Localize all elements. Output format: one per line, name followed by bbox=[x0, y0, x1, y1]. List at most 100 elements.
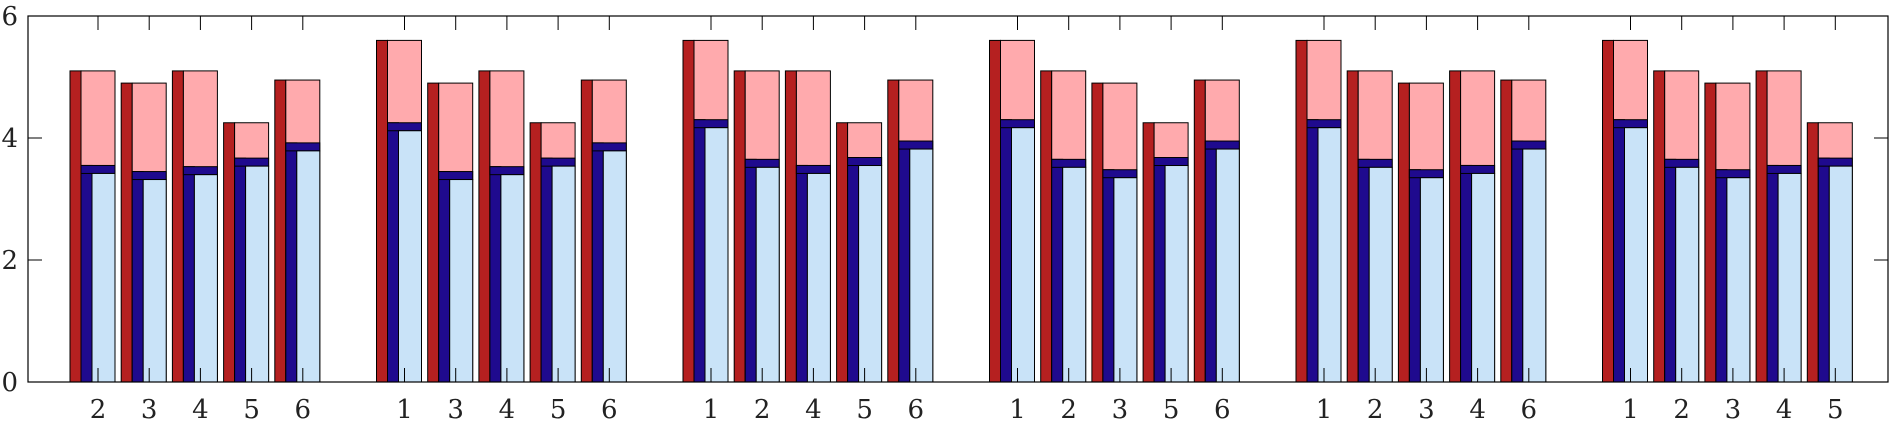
x-tick-label: 5 bbox=[550, 395, 567, 424]
inner-bar-cap bbox=[1408, 169, 1444, 179]
bar-group-2-5 bbox=[529, 122, 576, 383]
outer-bar-edge bbox=[1602, 39, 1614, 383]
inner-bar-cap bbox=[1306, 119, 1342, 129]
inner-bar bbox=[91, 172, 116, 383]
inner-bar bbox=[398, 130, 422, 383]
inner-bar-cap bbox=[1613, 119, 1648, 129]
outer-bar-edge bbox=[1755, 70, 1768, 383]
bar-group-2-4 bbox=[478, 70, 525, 383]
outer-bar-edge bbox=[1397, 82, 1410, 383]
x-tick-label: 5 bbox=[243, 395, 260, 424]
inner-bar-cap bbox=[80, 164, 116, 174]
bar-group-6-3 bbox=[1704, 82, 1751, 383]
inner-bar bbox=[296, 150, 321, 383]
bar-group-3-4 bbox=[784, 70, 831, 383]
outer-bar-edge bbox=[1295, 39, 1308, 383]
x-tick-label: 4 bbox=[192, 395, 209, 424]
bar-group-4-5 bbox=[1142, 122, 1189, 383]
inner-bar-cap bbox=[693, 119, 729, 129]
bar-group-3-5 bbox=[836, 122, 883, 383]
inner-bar-cap bbox=[234, 157, 270, 167]
outer-bar-edge bbox=[1449, 70, 1462, 383]
bar-group-1-3 bbox=[120, 82, 167, 383]
outer-bar-edge bbox=[478, 70, 491, 383]
inner-bar-edge bbox=[540, 157, 553, 383]
x-tick-label: 4 bbox=[1469, 395, 1486, 424]
inner-bar-edge bbox=[1817, 157, 1830, 383]
bar-group-6-5 bbox=[1806, 122, 1853, 383]
inner-bar-cap bbox=[1357, 158, 1393, 168]
inner-bar-edge bbox=[693, 119, 706, 383]
inner-bar bbox=[704, 127, 729, 383]
outer-bar-edge bbox=[580, 79, 593, 383]
outer-bar-edge bbox=[274, 79, 287, 383]
inner-bar-cap bbox=[1153, 157, 1189, 167]
bar-group-5-2 bbox=[1346, 70, 1393, 383]
bar-group-6-4 bbox=[1755, 70, 1802, 383]
inner-bar-edge bbox=[1766, 164, 1779, 383]
inner-bar-cap bbox=[1204, 140, 1240, 150]
x-tick-label: 3 bbox=[1112, 395, 1129, 424]
outer-bar-edge bbox=[171, 70, 184, 383]
inner-bar-edge bbox=[1204, 140, 1217, 383]
outer-bar-edge bbox=[733, 70, 746, 383]
x-tick-label: 3 bbox=[1418, 395, 1435, 424]
inner-bar-edge bbox=[744, 158, 757, 383]
inner-bar bbox=[1828, 165, 1853, 383]
inner-bar-edge bbox=[795, 164, 808, 383]
inner-bar-edge bbox=[1613, 119, 1625, 383]
x-tick-label: 1 bbox=[396, 395, 413, 424]
x-tick-label: 2 bbox=[1673, 395, 1690, 424]
bar-group-6-2 bbox=[1653, 70, 1700, 383]
inner-bar-edge bbox=[285, 142, 298, 383]
x-tick-label: 2 bbox=[90, 395, 107, 424]
inner-bar-cap bbox=[1460, 164, 1496, 174]
x-tick-label: 3 bbox=[447, 395, 464, 424]
x-tick-label: 2 bbox=[1060, 395, 1077, 424]
inner-bar bbox=[1777, 172, 1802, 383]
outer-bar-edge bbox=[120, 82, 133, 383]
inner-bar bbox=[1164, 165, 1189, 383]
x-tick-label: 6 bbox=[1214, 395, 1231, 424]
inner-bar-edge bbox=[1715, 169, 1728, 383]
x-tick-label: 1 bbox=[703, 395, 720, 424]
outer-bar-edge bbox=[1704, 82, 1717, 383]
x-tick-label: 6 bbox=[601, 395, 618, 424]
inner-bar bbox=[1471, 172, 1496, 383]
inner-bar-edge bbox=[438, 171, 451, 383]
bar-group-3-1 bbox=[682, 39, 729, 383]
outer-bar-edge bbox=[1193, 79, 1206, 383]
bar-group-5-6 bbox=[1500, 79, 1547, 383]
inner-bar-cap bbox=[1511, 140, 1547, 150]
x-tick-label: 6 bbox=[1521, 395, 1538, 424]
inner-bar bbox=[858, 165, 883, 383]
inner-bar-cap bbox=[285, 142, 321, 152]
x-tick-label: 4 bbox=[1776, 395, 1793, 424]
inner-bar bbox=[806, 172, 831, 383]
inner-bar-cap bbox=[182, 166, 218, 176]
bar-group-4-3 bbox=[1091, 82, 1138, 383]
inner-bar-cap bbox=[387, 122, 422, 132]
y-tick-label: 6 bbox=[1, 2, 18, 32]
inner-bar-cap bbox=[540, 157, 576, 167]
inner-bar-edge bbox=[1357, 158, 1370, 383]
x-tick-label: 5 bbox=[1827, 395, 1844, 424]
inner-bar bbox=[1011, 127, 1035, 383]
inner-bar-cap bbox=[847, 157, 883, 167]
plot-frame bbox=[27, 15, 1889, 383]
inner-bar-cap bbox=[795, 164, 831, 174]
inner-bar-cap bbox=[1817, 157, 1853, 167]
inner-bar-edge bbox=[182, 166, 195, 383]
inner-bar-cap bbox=[591, 142, 627, 152]
outer-bar-edge bbox=[1346, 70, 1359, 383]
inner-bar-cap bbox=[1766, 164, 1802, 174]
outer-bar-edge bbox=[989, 39, 1001, 383]
inner-bar-cap bbox=[438, 171, 474, 181]
outer-bar-edge bbox=[887, 79, 900, 383]
inner-bar-cap bbox=[131, 171, 167, 181]
inner-bar-cap bbox=[744, 158, 780, 168]
inner-bar-cap bbox=[1715, 169, 1751, 179]
bar-group-1-4 bbox=[171, 70, 218, 383]
bar-group-1-6 bbox=[274, 79, 321, 383]
